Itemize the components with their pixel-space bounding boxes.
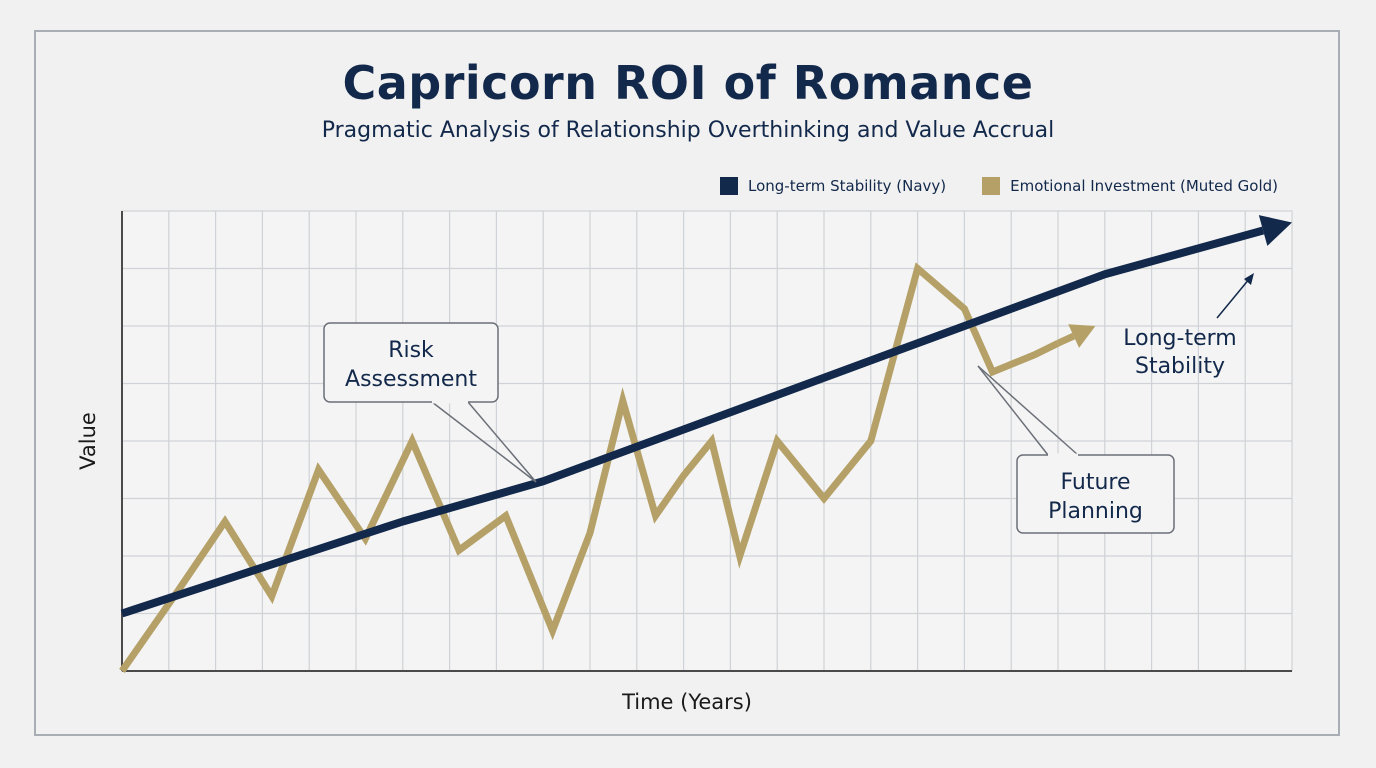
grid <box>121 210 1293 672</box>
y-axis-label: Value <box>76 412 100 470</box>
x-axis-label: Time (Years) <box>621 690 752 714</box>
label-pointer-stability <box>1216 277 1251 319</box>
callout-text-future: Future <box>1060 470 1130 495</box>
callout-pointer-risk <box>467 401 537 483</box>
series-layer <box>119 215 1292 674</box>
legend-item-emotional: Emotional Investment (Muted Gold) <box>982 177 1278 195</box>
chart-frame <box>34 30 1340 736</box>
legend: Long-term Stability (Navy) Emotional Inv… <box>720 177 1278 195</box>
callout-pointer-risk <box>431 401 537 483</box>
callout-text-risk: Assessment <box>345 367 477 392</box>
callout-pointer-future <box>977 365 1079 456</box>
callout-text-future: Planning <box>1048 499 1143 524</box>
callout-pointer-future <box>977 365 1049 456</box>
legend-swatch-gold <box>982 177 1001 195</box>
legend-swatch-navy <box>720 177 738 195</box>
callout-box-future <box>1016 454 1175 534</box>
label-text-stability: Long-term <box>1123 326 1236 351</box>
series-arrowhead-stability <box>1258 215 1292 246</box>
chart-subtitle: Pragmatic Analysis of Relationship Overt… <box>321 118 1055 143</box>
series-line-stability <box>120 226 1265 618</box>
legend-label-emotional: Emotional Investment (Muted Gold) <box>1010 177 1279 195</box>
series-arrow-shaft-emotional <box>1056 332 1076 347</box>
callouts: Risk Assessment Future Planning Long-term Sta… <box>323 273 1254 534</box>
label-pointer-head-stability <box>1244 273 1254 285</box>
axes <box>121 211 1292 672</box>
callout-box-risk <box>323 322 499 403</box>
series-arrowhead-emotional <box>1068 324 1096 348</box>
callout-text-risk: Risk <box>388 338 434 363</box>
series-line-emotional <box>119 262 1060 674</box>
legend-label-stability: Long-term Stability (Navy) <box>748 177 947 195</box>
legend-item-stability: Long-term Stability (Navy) <box>720 177 946 195</box>
chart-title: Capricorn ROI of Romance <box>342 56 1034 110</box>
label-text-stability: Stability <box>1135 354 1225 379</box>
